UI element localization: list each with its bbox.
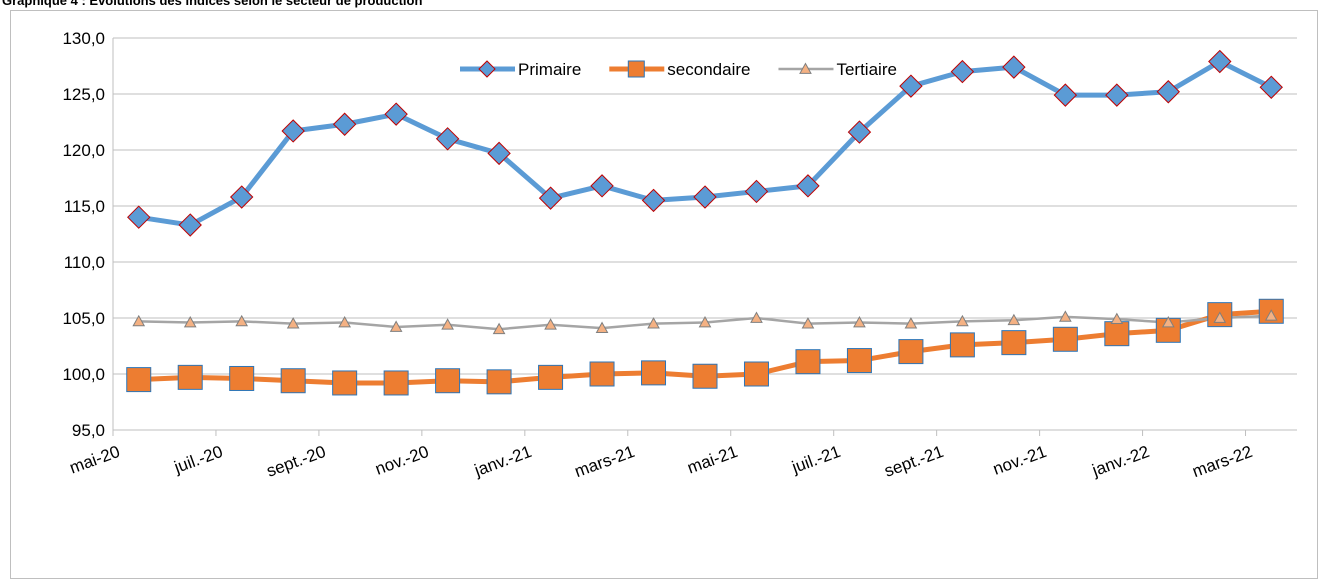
marker — [1001, 330, 1027, 356]
marker — [1058, 310, 1072, 322]
marker — [281, 119, 305, 143]
marker — [1105, 83, 1129, 107]
marker — [441, 318, 454, 330]
marker — [126, 367, 152, 393]
marker — [589, 361, 615, 387]
marker — [1104, 321, 1130, 347]
y-tick-label: 105,0 — [62, 309, 105, 328]
y-tick-label: 100,0 — [62, 365, 105, 384]
marker — [1213, 311, 1227, 323]
marker — [229, 185, 254, 209]
y-tick-label: 120,0 — [62, 141, 105, 160]
marker — [1161, 315, 1175, 328]
marker — [627, 60, 645, 78]
marker — [743, 361, 769, 387]
y-tick-label: 110,0 — [64, 253, 105, 272]
marker — [538, 186, 563, 210]
marker — [949, 332, 975, 358]
marker — [229, 365, 255, 391]
marker — [478, 60, 496, 78]
marker — [647, 317, 660, 329]
marker — [383, 370, 409, 396]
marker — [338, 315, 352, 328]
marker — [435, 127, 460, 151]
marker — [750, 311, 763, 323]
y-tick-label: 95,0 — [72, 421, 105, 440]
marker — [177, 364, 203, 390]
marker — [235, 314, 249, 327]
marker — [544, 318, 557, 330]
y-tick-label: 130,0 — [62, 29, 105, 48]
marker — [280, 368, 306, 394]
chart-frame — [10, 10, 1318, 579]
marker — [1264, 309, 1278, 321]
marker — [1156, 80, 1181, 104]
marker — [1052, 326, 1078, 352]
marker — [435, 368, 461, 394]
marker — [641, 188, 666, 213]
marker — [1007, 313, 1021, 326]
marker — [847, 120, 872, 144]
marker — [692, 363, 718, 389]
marker — [1110, 312, 1124, 325]
marker — [1053, 83, 1078, 107]
marker — [183, 315, 197, 328]
marker — [1208, 49, 1232, 74]
marker — [1155, 317, 1181, 343]
y-tick-label: 115,0 — [64, 197, 105, 216]
marker — [744, 179, 769, 204]
marker — [853, 315, 866, 328]
marker — [595, 321, 609, 333]
marker — [332, 370, 358, 396]
marker — [332, 112, 357, 136]
y-tick-label: 125,0 — [62, 85, 105, 104]
marker — [795, 349, 821, 375]
marker — [950, 59, 975, 84]
legend-label: Tertiaire — [836, 60, 896, 79]
marker — [1002, 55, 1026, 79]
marker — [698, 315, 712, 328]
marker — [486, 369, 512, 395]
marker — [389, 320, 403, 332]
marker — [641, 360, 667, 386]
marker — [538, 364, 564, 390]
legend-label: secondaire — [667, 60, 750, 79]
marker — [956, 314, 969, 327]
marker — [796, 174, 820, 198]
marker — [898, 339, 924, 365]
marker — [132, 314, 146, 327]
marker — [1259, 75, 1283, 99]
marker — [178, 213, 202, 237]
marker — [799, 62, 812, 74]
marker — [127, 205, 151, 229]
marker — [846, 348, 872, 374]
marker — [904, 317, 918, 329]
marker — [492, 322, 506, 335]
chart-title: Graphique 4 : Evolutions des indices sel… — [2, 0, 422, 8]
marker — [286, 317, 300, 329]
marker — [801, 317, 815, 329]
marker — [487, 141, 511, 166]
marker — [899, 74, 923, 98]
marker — [384, 102, 408, 126]
legend-label: Primaire — [518, 60, 581, 79]
marker — [590, 174, 614, 198]
marker — [693, 185, 717, 209]
